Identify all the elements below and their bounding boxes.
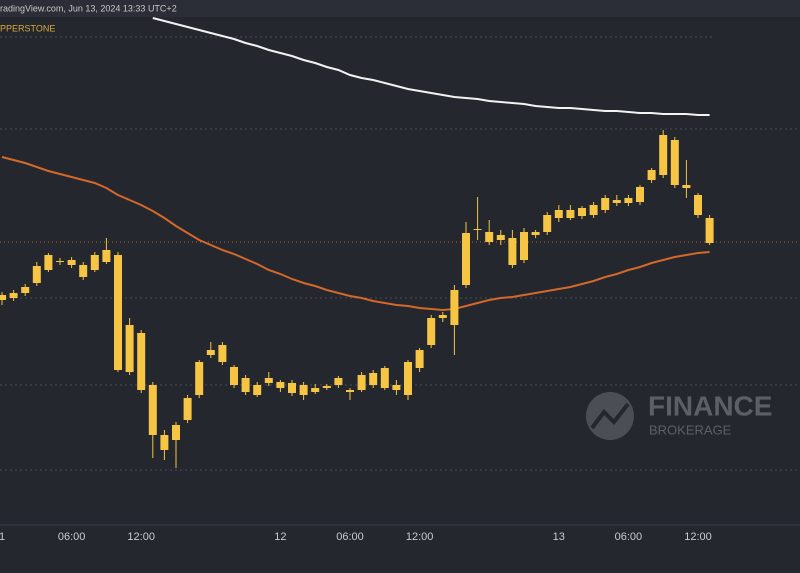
candle-body xyxy=(589,205,598,215)
candle-body xyxy=(392,385,401,390)
candle-body xyxy=(0,295,6,300)
candle-body xyxy=(311,388,320,392)
candle-body xyxy=(647,170,656,180)
candle-body xyxy=(79,265,88,277)
candle-body xyxy=(334,378,343,385)
x-tick-label: 06:00 xyxy=(58,531,86,543)
moving-average-line xyxy=(1,156,710,312)
candle-body xyxy=(543,215,552,232)
candle-body xyxy=(496,235,505,240)
x-tick-label: 12:00 xyxy=(406,531,434,543)
candle-body xyxy=(102,250,111,262)
candle-body xyxy=(369,373,378,385)
candle-body xyxy=(346,390,354,392)
watermark-title: FINANCE xyxy=(648,390,772,421)
candle-body xyxy=(462,233,470,285)
x-axis-band xyxy=(0,525,800,573)
watermark: FINANCE BROKERAGE xyxy=(586,390,772,440)
candle-body xyxy=(612,200,621,203)
x-tick-label: 06:00 xyxy=(615,531,643,543)
candle-body xyxy=(670,140,679,185)
candle-body xyxy=(206,350,215,355)
candle-body xyxy=(508,238,517,265)
candle-body xyxy=(125,325,134,372)
candle-body xyxy=(624,198,633,203)
candle-body xyxy=(32,266,41,283)
candle-body xyxy=(21,287,30,293)
x-tick-label: 12:00 xyxy=(127,531,155,543)
candle-body xyxy=(253,385,262,395)
candle-body xyxy=(172,425,180,440)
candle-body xyxy=(56,261,64,262)
watermark-logo-mark xyxy=(590,402,630,430)
candle-body xyxy=(438,315,447,318)
candle-body xyxy=(44,255,53,270)
candle-body xyxy=(520,232,528,260)
source-label: radingView.com, Jun 13, 2024 13:33 UTC+2 xyxy=(0,3,177,13)
x-tick-label: 12 xyxy=(274,531,286,543)
candle-body xyxy=(694,195,702,215)
candle-body xyxy=(195,362,204,395)
x-tick-label: 06:00 xyxy=(336,531,364,543)
candle-body xyxy=(636,187,644,202)
candle-body xyxy=(276,382,285,388)
candle-body xyxy=(183,398,192,420)
candle-body xyxy=(601,198,610,210)
moving-average-line xyxy=(152,17,710,116)
candle-body xyxy=(288,383,296,393)
candle-body xyxy=(485,232,494,242)
x-tick-label: 1 xyxy=(0,531,5,543)
candle-body xyxy=(230,367,238,385)
candle-body xyxy=(682,185,691,188)
candle-body xyxy=(473,229,482,230)
candle-body xyxy=(705,218,714,243)
candle-body xyxy=(450,290,459,325)
x-tick-label: 12:00 xyxy=(684,531,712,543)
candle-body xyxy=(299,385,308,395)
candle-body xyxy=(148,385,157,435)
candle-body xyxy=(218,345,227,362)
candle-body xyxy=(380,368,389,388)
candle-body xyxy=(322,386,331,388)
candle-body xyxy=(554,210,563,218)
candle-body xyxy=(264,378,273,383)
candle-body xyxy=(9,293,18,298)
candle-body xyxy=(531,232,540,235)
candle-body xyxy=(90,255,99,270)
candle-body xyxy=(114,255,122,370)
candle-body xyxy=(357,375,366,390)
candle-body xyxy=(137,333,146,390)
candle-body xyxy=(427,318,436,345)
candle-body xyxy=(415,350,424,368)
x-tick-label: 13 xyxy=(553,531,565,543)
candle-body xyxy=(241,378,250,392)
symbol-label: PPERSTONE xyxy=(0,23,55,33)
watermark-subtitle: BROKERAGE xyxy=(649,422,732,437)
candle-body xyxy=(404,362,412,395)
candle-body xyxy=(160,435,169,450)
candle-body xyxy=(67,260,76,265)
candle-body xyxy=(578,208,586,216)
header-strip xyxy=(0,0,800,17)
candle-body xyxy=(659,135,668,175)
candle-body xyxy=(566,210,575,218)
